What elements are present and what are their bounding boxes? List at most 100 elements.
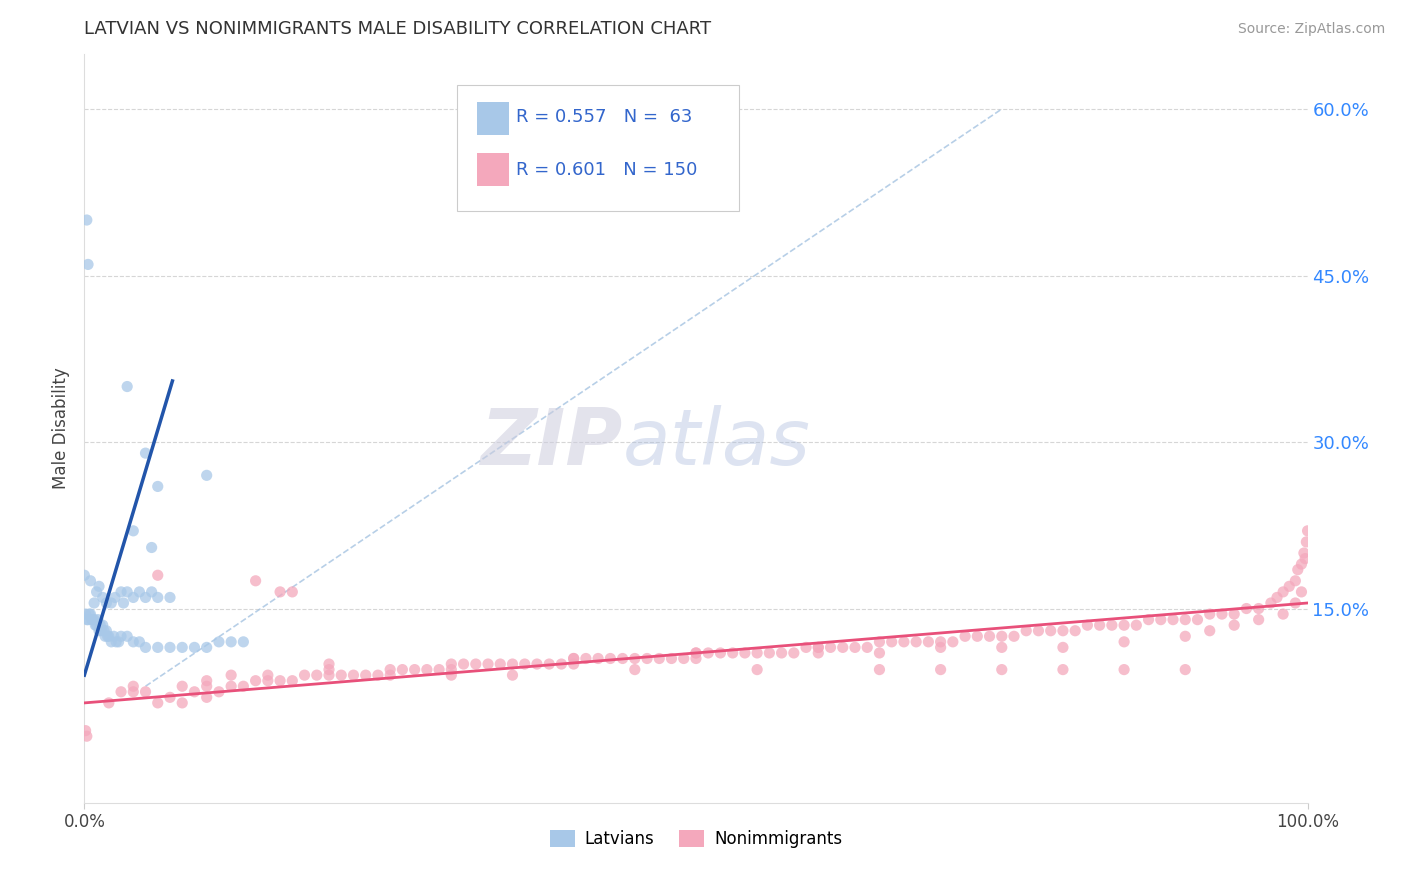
Point [83, 596, 105, 610]
Point [76, 729, 98, 743]
Point [84, 618, 107, 632]
Point [122, 591, 145, 605]
Point [110, 685, 132, 699]
Point [128, 635, 150, 649]
Point [1286, 563, 1309, 577]
Point [844, 640, 866, 655]
Point [159, 690, 181, 705]
Point [1295, 535, 1317, 549]
Point [562, 651, 585, 665]
FancyBboxPatch shape [477, 153, 509, 186]
Point [697, 646, 720, 660]
Point [464, 657, 486, 671]
Point [122, 635, 145, 649]
Point [1291, 557, 1313, 571]
Point [526, 657, 548, 671]
Point [73, 568, 96, 582]
Point [893, 635, 915, 649]
Point [807, 646, 830, 660]
Point [624, 651, 647, 665]
Point [966, 629, 988, 643]
Point [77, 257, 100, 271]
Point [380, 668, 402, 682]
Point [1101, 618, 1123, 632]
Point [440, 657, 463, 671]
Point [146, 479, 169, 493]
Point [758, 646, 780, 660]
Point [880, 635, 903, 649]
Point [1039, 624, 1062, 638]
Point [219, 679, 242, 693]
Point [330, 668, 353, 682]
Point [245, 574, 267, 588]
Point [141, 585, 163, 599]
Point [636, 651, 658, 665]
Point [1223, 607, 1246, 621]
Text: R = 0.601   N = 150: R = 0.601 N = 150 [516, 161, 697, 178]
Point [232, 679, 254, 693]
Point [1198, 624, 1220, 638]
Point [1015, 624, 1038, 638]
Point [100, 635, 122, 649]
Point [1161, 613, 1184, 627]
Point [489, 657, 512, 671]
Y-axis label: Male Disability: Male Disability [52, 368, 70, 489]
Point [1292, 546, 1315, 560]
Point [115, 379, 138, 393]
Point [502, 657, 524, 671]
Point [257, 673, 280, 688]
Point [75, 607, 97, 621]
Point [979, 629, 1001, 643]
Point [905, 635, 928, 649]
Point [1296, 524, 1319, 538]
Point [1174, 629, 1197, 643]
Point [135, 446, 157, 460]
Point [672, 651, 695, 665]
Point [195, 468, 218, 483]
Point [135, 685, 157, 699]
Point [195, 690, 218, 705]
Point [1294, 551, 1316, 566]
Point [219, 668, 242, 682]
Point [112, 596, 135, 610]
Text: LATVIAN VS NONIMMIGRANTS MALE DISABILITY CORRELATION CHART: LATVIAN VS NONIMMIGRANTS MALE DISABILITY… [84, 21, 711, 38]
Point [770, 646, 793, 660]
Point [195, 673, 218, 688]
Point [367, 668, 389, 682]
Point [1247, 601, 1270, 615]
Point [1187, 613, 1209, 627]
Point [257, 668, 280, 682]
Point [146, 591, 169, 605]
Point [869, 646, 891, 660]
Point [318, 657, 340, 671]
Point [172, 696, 194, 710]
Point [1211, 607, 1233, 621]
Point [83, 613, 105, 627]
Point [734, 646, 756, 660]
Point [1052, 624, 1074, 638]
Point [1114, 663, 1136, 677]
Point [991, 663, 1014, 677]
Point [929, 640, 952, 655]
Point [416, 663, 439, 677]
Point [87, 579, 110, 593]
Point [76, 613, 98, 627]
Point [513, 657, 536, 671]
Point [269, 673, 291, 688]
Point [1114, 635, 1136, 649]
Point [91, 618, 114, 632]
Point [1150, 613, 1173, 627]
Point [87, 613, 110, 627]
Point [294, 668, 316, 682]
Point [90, 624, 112, 638]
Point [1088, 618, 1111, 632]
Point [1114, 618, 1136, 632]
Point [89, 618, 111, 632]
Point [477, 657, 499, 671]
Point [1137, 613, 1160, 627]
Point [107, 635, 129, 649]
Text: ZIP: ZIP [481, 405, 623, 481]
Point [1284, 574, 1306, 588]
Point [391, 663, 413, 677]
Point [929, 663, 952, 677]
